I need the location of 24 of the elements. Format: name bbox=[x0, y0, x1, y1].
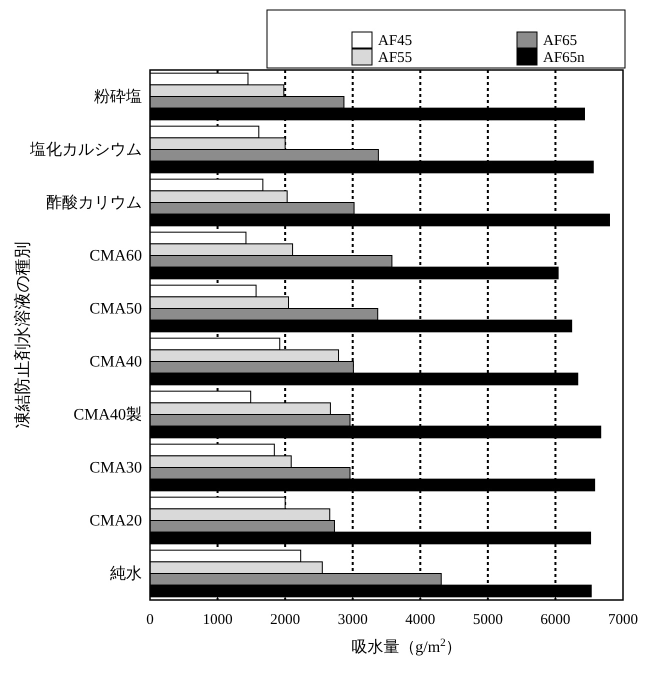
x-tick-label: 0 bbox=[146, 612, 154, 628]
y-tick-label: 塩化カルシウム bbox=[29, 142, 142, 158]
y-axis-title: 凍結防止剤水溶液の種別 bbox=[13, 242, 32, 428]
y-tick-label: 酢酸カリウム bbox=[46, 194, 142, 212]
legend-label: AF65 bbox=[543, 33, 578, 49]
y-tick-label: CMA50 bbox=[90, 300, 142, 318]
x-axis-title: 吸水量（g/m$^{2}$） bbox=[351, 637, 462, 656]
legend-label: AF65n bbox=[543, 50, 586, 66]
y-tick-label: CMA40 bbox=[90, 354, 142, 370]
legend-label: AF45 bbox=[378, 33, 412, 49]
y-tick-label: CMA40製 bbox=[74, 406, 142, 424]
x-tick-label: 5000 bbox=[472, 612, 503, 628]
x-tick-label: 7000 bbox=[608, 612, 638, 628]
x-tick-label: 2000 bbox=[270, 612, 300, 628]
y-tick-label: 純水 bbox=[110, 564, 142, 582]
y-tick-label: CMA60 bbox=[90, 248, 142, 264]
legend-label: AF55 bbox=[378, 50, 412, 66]
y-tick-label: CMA30 bbox=[90, 460, 142, 476]
x-tick-label: 4000 bbox=[405, 612, 436, 628]
x-tick-label: 3000 bbox=[338, 612, 368, 628]
x-tick-label: 1000 bbox=[202, 612, 233, 628]
y-tick-label: 粉砕塩 bbox=[94, 88, 142, 106]
y-tick-label: CMA20 bbox=[90, 512, 142, 530]
x-tick-label: 6000 bbox=[540, 612, 570, 628]
